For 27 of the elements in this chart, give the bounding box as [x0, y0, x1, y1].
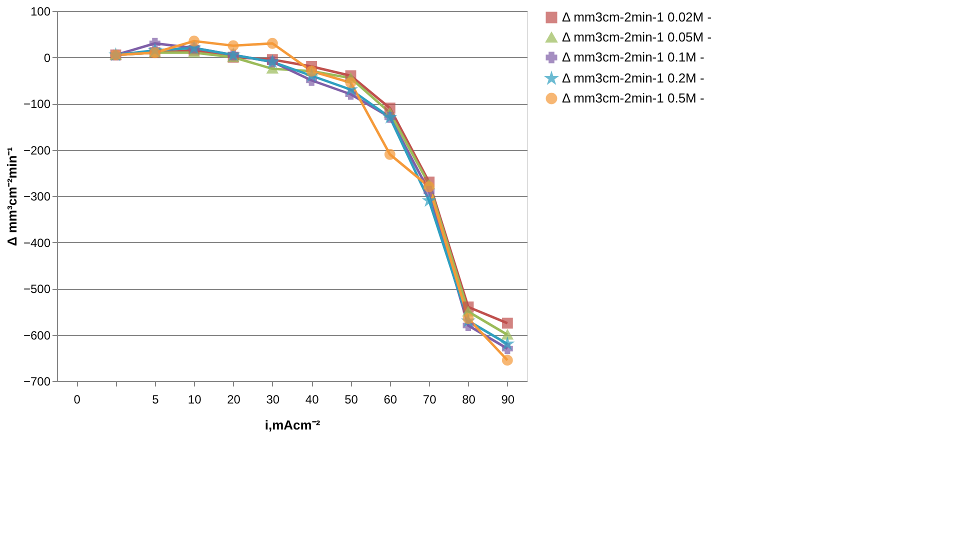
y-tick-label: −700 — [23, 374, 51, 388]
legend-label: Δ mm3cm-2min-1 0.1M - — [562, 50, 704, 64]
legend-label: Δ mm3cm-2min-1 0.2M - — [562, 70, 704, 86]
x-tick-label: 40 — [305, 392, 320, 406]
x-tick-label: 80 — [462, 392, 476, 406]
legend-label: Δ mm3cm-2min-1 0.02M - — [562, 10, 712, 24]
y-tick-label: −500 — [23, 282, 51, 296]
legend-label: Δ mm3cm-2min-1 0.05M - — [562, 30, 712, 44]
y-tick-label: −600 — [23, 328, 51, 342]
x-tick-label: 20 — [227, 392, 241, 406]
y-tick-label: −100 — [23, 97, 51, 111]
y-tick-label: −300 — [23, 190, 51, 204]
legend-label: Δ mm3cm-2min-1 0.5M - — [562, 90, 704, 106]
x-tick-label: 60 — [384, 392, 398, 406]
x-tick-label: 50 — [344, 392, 358, 406]
y-tick-label: −400 — [23, 236, 51, 250]
x-tick-label: 30 — [266, 392, 280, 406]
y-tick-label: 0 — [44, 50, 51, 65]
x-axis-title: i,mAcm⁻² — [264, 418, 321, 432]
x-tick-label: 0 — [74, 392, 81, 406]
y-axis-title: Δ mm³cm⁻²min⁻¹ — [4, 147, 20, 246]
x-tick-label: 90 — [501, 392, 515, 406]
y-tick-label: −200 — [23, 143, 51, 158]
x-tick-label: 10 — [188, 392, 202, 406]
x-tick-label: 70 — [422, 392, 437, 406]
x-tick-label: 5 — [152, 392, 160, 406]
y-tick-label: 100 — [30, 4, 51, 18]
